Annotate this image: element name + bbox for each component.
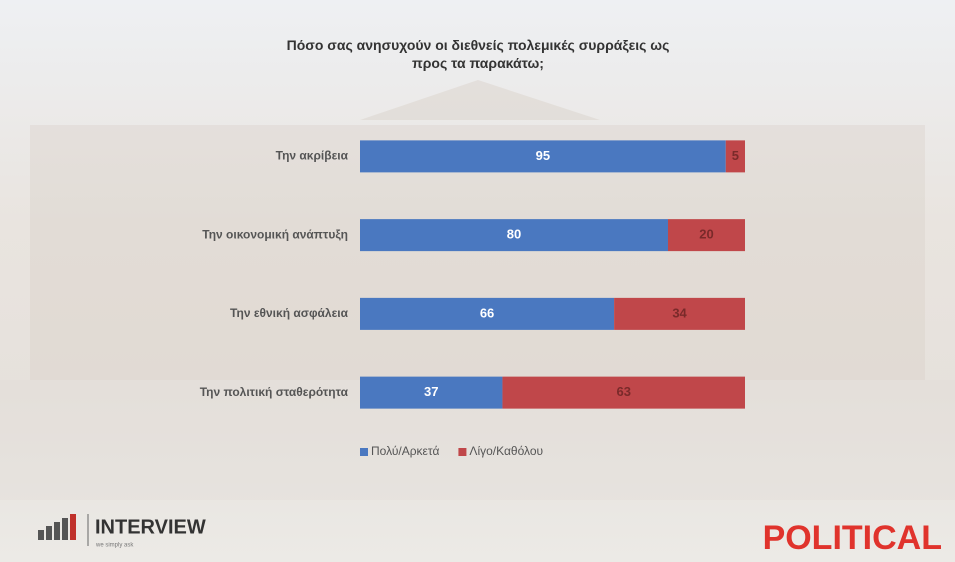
y-tick-label: Την εθνική ασφάλεια — [230, 306, 349, 320]
legend-swatch — [360, 448, 368, 456]
bar-segment — [360, 376, 503, 409]
chart-title: Πόσο σας ανησυχούν οι διεθνείς πολεμικές… — [286, 37, 670, 71]
bar-segment — [668, 219, 745, 252]
data-label: 5 — [732, 148, 739, 163]
bar-segment — [360, 140, 726, 173]
brand-left: INTERVIEW we simply ask — [38, 514, 206, 549]
bar-segment — [725, 140, 745, 173]
brand-tagline: we simply ask — [95, 543, 134, 549]
bar-segment — [360, 297, 615, 330]
y-tick-label: Την ακρίβεια — [276, 149, 349, 163]
data-label: 66 — [480, 305, 494, 320]
bar-segment — [614, 297, 745, 330]
data-label: 80 — [507, 227, 521, 242]
y-tick-label: Την πολιτική σταθερότητα — [200, 385, 349, 399]
legend-swatch — [458, 448, 467, 456]
legend-label: Λίγο/Καθόλου — [469, 444, 543, 458]
data-label: 34 — [672, 305, 687, 320]
data-label: 95 — [536, 148, 550, 163]
bar-segment — [360, 219, 668, 252]
brand-political: POLITICAL — [763, 519, 942, 557]
brand-interview: INTERVIEW — [95, 516, 206, 538]
data-label: 37 — [424, 384, 438, 399]
legend-label: Πολύ/Αρκετά — [371, 444, 439, 458]
y-tick-label: Την οικονομική ανάπτυξη — [202, 227, 348, 241]
data-label: 20 — [699, 227, 713, 242]
bar-segment — [502, 376, 745, 409]
data-label: 63 — [616, 384, 630, 399]
